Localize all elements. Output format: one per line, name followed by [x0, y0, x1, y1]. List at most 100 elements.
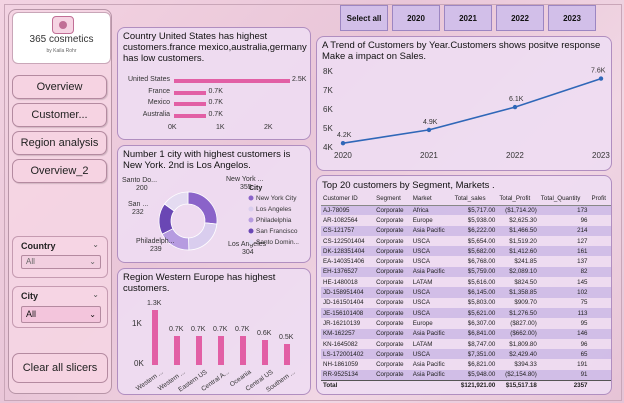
table-row[interactable]: AR-1082564 Corporate Europe $5,938.00 $2,625…: [321, 215, 611, 225]
trend-y-tick: 6K: [323, 105, 333, 114]
table-cell: USCA: [412, 299, 430, 307]
table-row[interactable]: CS-121757 Corporate Asia Pacific $6,222.00 $…: [321, 225, 611, 236]
table-cell: Corporate: [376, 361, 404, 369]
region-bar: [152, 310, 158, 365]
country-dropdown[interactable]: All ⌄: [21, 255, 101, 269]
city-slice-name: New York ...: [226, 176, 263, 183]
table-total-cell: [374, 379, 411, 391]
trend-point: [598, 76, 604, 81]
region-card-title: Region Western Europe has highest custom…: [123, 272, 276, 294]
table-cell: $909.70: [514, 299, 537, 307]
table-cell: 65: [538, 349, 590, 360]
city-slice-value: 200: [136, 185, 148, 192]
table-cell: 137: [577, 258, 588, 266]
table-cell: Asia Pacific: [410, 369, 453, 381]
year-2021-button[interactable]: 2021: [444, 5, 492, 31]
table-row[interactable]: LS-172001402 Corporate USCA $7,351.00 $2,429…: [321, 349, 611, 360]
table-row[interactable]: JE-156101408 Corporate USCA $5,621.00 $1,276…: [321, 307, 611, 319]
table-cell: AJ-78095: [321, 205, 375, 216]
table-row[interactable]: KN-1645082 Corporate LATAM $8,747.00 $1,809.…: [321, 339, 611, 349]
city-legend-swatch: [248, 195, 254, 201]
table-row[interactable]: HE-1480018 Corporate LATAM $5,616.00 $824.50…: [321, 277, 611, 287]
table-row[interactable]: EH-1376527 Corporate Asia Pacific $5,759.00…: [321, 266, 611, 278]
table-cell: 82: [538, 266, 590, 278]
table-cell: LATAM: [412, 340, 433, 348]
country-card: Country United States has highest custom…: [117, 27, 311, 140]
country-category-label: United States: [127, 76, 170, 83]
clear-all-slicers-button[interactable]: Clear all slicers: [12, 353, 108, 383]
region-y-tick: 0K: [134, 359, 144, 368]
city-legend-label: San Francisco: [256, 228, 298, 235]
country-category-label: Australia: [142, 110, 170, 118]
year-2023-button[interactable]: 2023: [548, 5, 596, 31]
table-cell: Asia Pacific: [410, 225, 453, 236]
region-value-label: 0.7K: [235, 325, 250, 333]
chevron-down-icon[interactable]: ⌄: [92, 240, 99, 249]
table-cell: Corporate: [374, 225, 411, 236]
table-cell: [589, 225, 611, 236]
table-cell: USCA: [410, 287, 453, 298]
chevron-down-icon[interactable]: ⌄: [92, 290, 99, 299]
table-cell: LATAM: [412, 278, 433, 286]
trend-value-label: 6.1K: [509, 96, 524, 103]
table-cell: 127: [577, 237, 588, 245]
city-slice-name: Santo Do...: [122, 177, 157, 184]
table-cell: 96: [580, 216, 588, 224]
region-bar: [174, 335, 180, 365]
country-bar: [174, 102, 207, 106]
table-row[interactable]: AJ-78095 Corporate Africa $5,717.00 ($1,714.…: [321, 205, 611, 216]
nav-overview-button[interactable]: Overview: [12, 75, 107, 99]
city-legend-label: Los Angeles: [256, 206, 292, 213]
table-row[interactable]: DK-128351404 Corporate USCA $5,682.00 $1,412…: [321, 246, 611, 257]
table-row[interactable]: KM-162257 Corporate Asia Pacific $6,841.00(…: [321, 328, 611, 339]
table-row[interactable]: RR-9525134 Corporate Asia Pacific $5,948.00…: [321, 369, 611, 381]
table-cell: Corporate: [374, 328, 411, 339]
nav-region-analysis-button[interactable]: Region analysis: [12, 131, 107, 155]
region-bar: [196, 335, 202, 365]
nav-customer-button[interactable]: Customer...: [12, 103, 107, 127]
table-cell: RR-9525134: [321, 369, 375, 381]
table-cell: Corporate: [376, 216, 404, 224]
trend-y-tick: 5K: [323, 124, 333, 133]
table-cell: EA-140351406: [323, 258, 365, 266]
table-header-cell: Segment: [374, 193, 411, 206]
year-select-all-button[interactable]: Select all: [340, 5, 388, 31]
table-header-cell: Total_sales: [452, 193, 498, 206]
table-cell: $394.33: [514, 361, 537, 369]
table-cell: Corporate: [374, 307, 411, 319]
table-cell: [589, 307, 611, 319]
table-cell: [589, 236, 611, 246]
table-cell: Corporate: [374, 266, 411, 278]
table-row[interactable]: JD-161501404 Corporate USCA $5,803.00 $909.7…: [321, 298, 611, 308]
table-cell: KN-1645082: [323, 340, 358, 348]
nav-overview-2-button[interactable]: Overview_2: [12, 159, 107, 183]
trend-x-tick: 2023: [592, 151, 610, 160]
table-cell: Asia Pacific: [410, 266, 453, 278]
table-cell: LS-172001402: [321, 349, 375, 360]
sidebar: [8, 9, 112, 394]
table-cell: [589, 349, 611, 360]
table-row[interactable]: EA-140351406 Corporate USCA $6,768.00 $241.8…: [321, 256, 611, 266]
table-cell: USCA: [412, 258, 430, 266]
table-cell: $8,747.00: [467, 340, 496, 348]
table-cell: USCA: [410, 349, 453, 360]
city-dropdown[interactable]: All ⌄: [21, 306, 101, 323]
table-cell: [589, 339, 611, 349]
table-cell: 146: [538, 328, 590, 339]
table-row[interactable]: JD-158951404 Corporate USCA $6,145.00 $1,358…: [321, 287, 611, 298]
table-cell: Corporate: [376, 278, 404, 286]
table-cell: $1,466.50: [497, 225, 539, 236]
table-cell: CS-122501404: [323, 237, 365, 245]
country-x-tick: 0K: [168, 124, 177, 131]
table-card: Top 20 customers by Segment, Markets . C…: [316, 175, 612, 395]
city-slice-name: San ...: [128, 201, 148, 208]
table-cell: 145: [577, 278, 588, 286]
table-row[interactable]: CS-122501404 Corporate USCA $5,654.00 $1,519…: [321, 236, 611, 246]
customer-table: Customer ID Segment Market Total_sales Total…: [321, 193, 611, 391]
year-2022-button[interactable]: 2022: [496, 5, 544, 31]
table-row[interactable]: JR-16210139 Corporate Europe $6,307.00 ($827…: [321, 318, 611, 328]
year-2020-button[interactable]: 2020: [392, 5, 440, 31]
table-row[interactable]: NH-1861059 Corporate Asia Pacific $6,821.00…: [321, 359, 611, 369]
trend-x-tick: 2021: [420, 151, 438, 160]
table-cell: $5,682.00: [452, 246, 498, 257]
